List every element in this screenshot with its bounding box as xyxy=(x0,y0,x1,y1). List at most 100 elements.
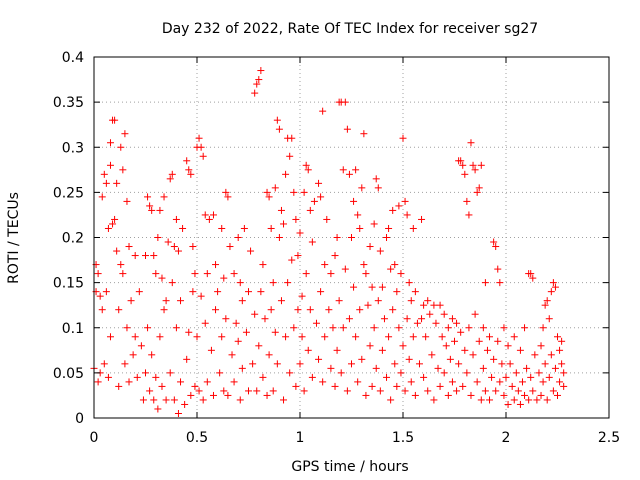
data-point xyxy=(397,369,405,377)
y-tick-label: 0.2 xyxy=(62,231,84,247)
data-point xyxy=(465,324,473,332)
data-point xyxy=(317,193,325,201)
data-point xyxy=(104,224,112,232)
data-point xyxy=(537,342,545,350)
data-point xyxy=(187,170,195,178)
data-point xyxy=(102,179,110,187)
data-point xyxy=(197,292,205,300)
data-point xyxy=(263,188,271,196)
data-point xyxy=(199,152,207,160)
data-point xyxy=(409,333,417,341)
data-point xyxy=(331,382,339,390)
data-point xyxy=(232,319,240,327)
data-point xyxy=(490,355,498,363)
data-point xyxy=(418,315,426,323)
data-point xyxy=(113,247,121,255)
data-point xyxy=(170,243,178,251)
data-point xyxy=(195,387,203,395)
data-point xyxy=(209,211,217,219)
data-point xyxy=(201,211,209,219)
data-point xyxy=(467,391,475,399)
data-point xyxy=(362,270,370,278)
data-point xyxy=(343,387,351,395)
y-tick-label: 0.35 xyxy=(53,95,84,111)
data-point xyxy=(302,161,310,169)
data-point xyxy=(263,391,271,399)
data-point xyxy=(411,391,419,399)
data-point xyxy=(360,130,368,138)
data-point xyxy=(172,324,180,332)
x-tick-label: 0 xyxy=(90,430,99,446)
data-point xyxy=(420,301,428,309)
data-point xyxy=(547,288,555,296)
data-point xyxy=(203,270,211,278)
data-point xyxy=(170,396,178,404)
data-point xyxy=(335,297,343,305)
data-point xyxy=(123,324,131,332)
data-point xyxy=(446,355,454,363)
data-point xyxy=(391,261,399,269)
data-point xyxy=(271,184,279,192)
data-point xyxy=(183,157,191,165)
data-point xyxy=(100,170,108,178)
data-point xyxy=(471,310,479,318)
data-point xyxy=(486,333,494,341)
data-point xyxy=(304,166,312,174)
data-point xyxy=(212,261,220,269)
data-point xyxy=(430,301,438,309)
data-point xyxy=(459,382,467,390)
data-point xyxy=(506,360,514,368)
data-point xyxy=(179,224,187,232)
data-point xyxy=(319,107,327,115)
data-point xyxy=(238,364,246,372)
data-point xyxy=(296,360,304,368)
data-point xyxy=(496,279,504,287)
data-point xyxy=(247,247,255,255)
data-point xyxy=(294,306,302,314)
data-point xyxy=(356,224,364,232)
x-tick-label: 2.5 xyxy=(598,430,620,446)
data-point xyxy=(277,297,285,305)
data-point xyxy=(321,261,329,269)
data-point xyxy=(267,224,275,232)
data-point xyxy=(259,373,267,381)
data-point xyxy=(364,301,372,309)
data-point xyxy=(251,310,259,318)
data-point xyxy=(481,387,489,395)
data-point xyxy=(525,396,533,404)
data-point xyxy=(549,279,557,287)
data-point xyxy=(156,206,164,214)
data-point xyxy=(560,369,568,377)
data-point xyxy=(533,396,541,404)
data-point xyxy=(407,378,415,386)
data-point xyxy=(154,405,162,413)
data-point xyxy=(479,324,487,332)
data-point xyxy=(111,215,119,223)
data-point xyxy=(329,324,337,332)
data-point xyxy=(434,364,442,372)
data-point xyxy=(387,265,395,273)
data-point xyxy=(500,391,508,399)
data-point xyxy=(308,238,316,246)
data-point xyxy=(240,224,248,232)
data-point xyxy=(249,360,257,368)
data-point xyxy=(539,378,547,386)
y-tick-label: 0 xyxy=(75,411,84,427)
data-point xyxy=(177,297,185,305)
data-point xyxy=(162,396,170,404)
axis-ticks: 0 0.5 1 1.5 2 2.5 0 0.05 0.1 0.15 0.2 0.25 0.3 0.35 0.… xyxy=(53,50,620,446)
data-point xyxy=(413,319,421,327)
y-tick-label: 0.3 xyxy=(62,140,84,156)
data-point xyxy=(556,378,564,386)
data-point xyxy=(325,306,333,314)
data-point xyxy=(383,373,391,381)
data-point xyxy=(457,157,465,165)
data-point xyxy=(409,224,417,232)
data-point xyxy=(189,288,197,296)
data-point xyxy=(135,288,143,296)
data-point xyxy=(374,184,382,192)
data-point xyxy=(286,369,294,377)
data-point xyxy=(269,387,277,395)
data-point xyxy=(527,270,535,278)
data-point xyxy=(290,188,298,196)
